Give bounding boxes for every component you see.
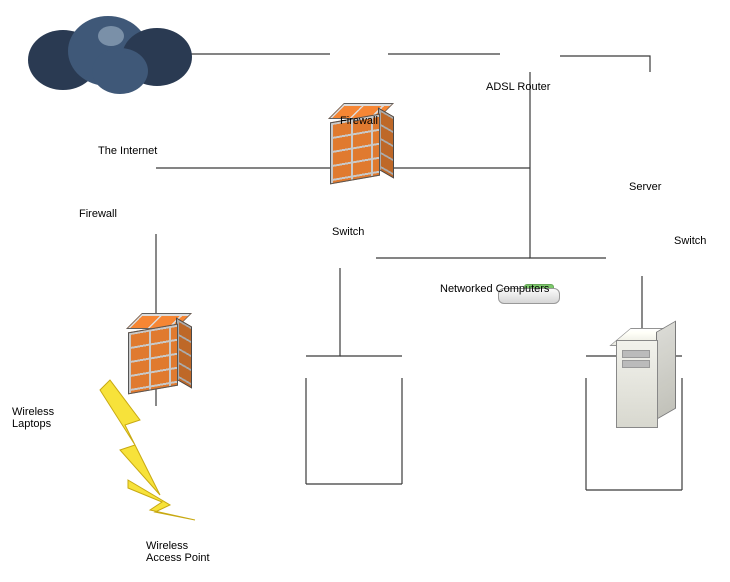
networked-computers-label: Networked Computers	[440, 283, 549, 295]
adsl-router-label: ADSL Router	[486, 81, 550, 93]
network-diagram: { "canvas": { "width": 730, "height": 58…	[0, 0, 730, 582]
switch-right-label: Switch	[674, 235, 706, 247]
internet-cloud-icon	[28, 8, 198, 98]
firewall-left-label: Firewall	[79, 208, 117, 220]
firewall-top-icon	[330, 118, 390, 190]
server-label: Server	[629, 181, 661, 193]
firewall-left-icon	[128, 328, 188, 400]
wap-label: Wireless Access Point	[146, 540, 210, 564]
wireless-laptops-label: Wireless Laptops	[12, 406, 54, 430]
server-icon	[616, 332, 678, 432]
firewall-top-label: Firewall	[340, 115, 378, 127]
switch-left-label: Switch	[332, 226, 364, 238]
internet-label: The Internet	[98, 145, 157, 157]
